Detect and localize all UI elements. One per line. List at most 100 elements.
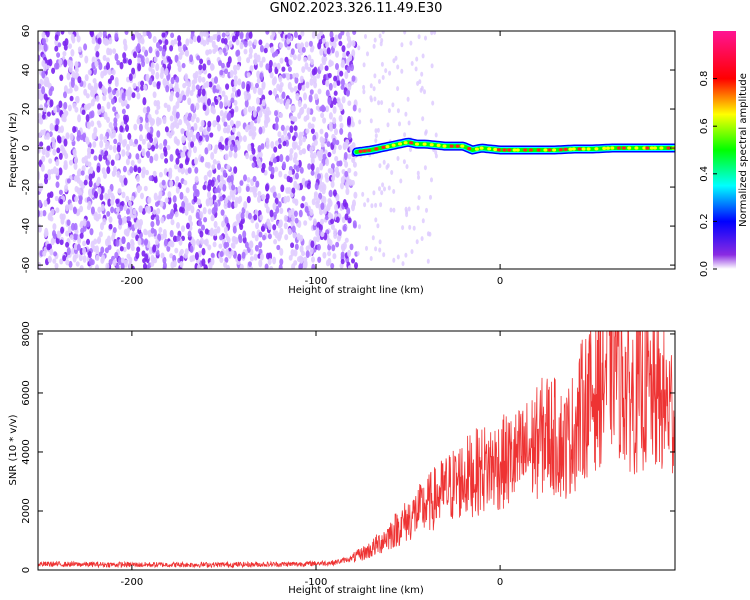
noise-cell xyxy=(143,262,147,269)
noise-cell xyxy=(222,184,227,192)
signal-hotspot xyxy=(358,149,363,153)
noise-cell xyxy=(114,53,119,61)
noise-cell xyxy=(52,233,57,240)
noise-cell xyxy=(141,208,146,215)
noise-cell xyxy=(105,262,110,269)
noise-cell xyxy=(66,247,71,256)
noise-cell xyxy=(256,70,261,79)
noise-cell xyxy=(57,42,62,48)
noise-cell xyxy=(228,150,233,158)
spectrogram-noise xyxy=(38,31,438,269)
noise-cell xyxy=(341,45,346,53)
noise-cell xyxy=(126,215,131,222)
noise-cell xyxy=(274,110,278,117)
noise-cell xyxy=(342,51,347,59)
noise-cell xyxy=(378,247,382,253)
noise-cell xyxy=(229,143,234,152)
noise-cell xyxy=(123,204,128,211)
noise-cell xyxy=(145,169,149,176)
noise-cell xyxy=(152,209,157,215)
noise-cell xyxy=(351,258,355,264)
noise-cell xyxy=(136,118,141,125)
noise-cell xyxy=(106,166,111,175)
noise-cell xyxy=(318,192,323,200)
noise-cell xyxy=(314,182,319,191)
noise-cell xyxy=(310,156,315,165)
noise-cell xyxy=(168,167,173,175)
noise-cell xyxy=(317,88,322,95)
noise-cell xyxy=(55,167,60,177)
noise-cell xyxy=(278,84,283,93)
noise-cell xyxy=(371,235,375,241)
noise-cell xyxy=(103,135,108,144)
noise-cell xyxy=(59,258,64,265)
noise-cell xyxy=(305,128,310,134)
noise-cell xyxy=(88,179,93,188)
noise-cell xyxy=(78,195,83,202)
noise-cell xyxy=(270,46,275,54)
noise-cell xyxy=(306,107,311,115)
noise-cell xyxy=(148,66,153,72)
noise-cell xyxy=(423,89,426,95)
noise-cell xyxy=(231,86,236,93)
noise-cell xyxy=(303,103,308,109)
noise-cell xyxy=(156,207,161,215)
noise-cell xyxy=(252,86,257,94)
noise-cell xyxy=(161,32,166,38)
noise-cell xyxy=(223,201,228,210)
noise-cell xyxy=(49,122,54,132)
noise-cell xyxy=(303,220,308,226)
noise-cell xyxy=(202,128,207,136)
noise-cell xyxy=(219,69,224,76)
noise-cell xyxy=(179,248,184,255)
noise-cell xyxy=(320,141,325,148)
noise-cell xyxy=(279,57,284,64)
signal-hotspot xyxy=(581,147,586,151)
noise-cell xyxy=(331,244,336,252)
noise-cell xyxy=(119,61,124,70)
spectrogram-y-tick-label: -40 xyxy=(21,218,32,234)
signal-hotspot xyxy=(385,145,390,149)
noise-cell xyxy=(144,49,149,57)
noise-cell xyxy=(239,33,244,40)
noise-cell xyxy=(132,82,137,89)
noise-cell xyxy=(59,198,64,205)
noise-cell xyxy=(402,159,406,165)
noise-cell xyxy=(137,166,142,174)
noise-cell xyxy=(259,72,264,81)
noise-cell xyxy=(316,33,321,40)
noise-cell xyxy=(362,62,366,68)
noise-cell xyxy=(121,191,126,199)
noise-cell xyxy=(190,103,195,112)
noise-cell xyxy=(152,244,157,253)
noise-cell xyxy=(203,174,208,182)
noise-cell xyxy=(98,153,103,162)
noise-cell xyxy=(112,144,117,153)
noise-cell xyxy=(404,206,408,212)
noise-cell xyxy=(274,140,279,147)
noise-cell xyxy=(212,120,217,128)
noise-cell xyxy=(223,38,228,45)
noise-cell xyxy=(113,117,118,124)
noise-cell xyxy=(297,100,302,108)
noise-cell xyxy=(95,51,100,58)
snr-y-tick-label: 2000 xyxy=(21,498,32,523)
noise-cell xyxy=(244,93,249,101)
noise-cell xyxy=(308,94,313,103)
noise-cell xyxy=(92,78,97,84)
noise-cell xyxy=(140,192,144,200)
noise-cell xyxy=(182,82,187,89)
noise-cell xyxy=(248,40,253,47)
noise-cell xyxy=(203,264,208,269)
snr-x-axis-label: Height of straight line (km) xyxy=(288,585,424,596)
noise-cell xyxy=(64,184,69,193)
noise-cell xyxy=(246,72,251,78)
noise-cell xyxy=(155,50,160,58)
noise-cell xyxy=(74,61,79,68)
noise-cell xyxy=(149,155,154,164)
noise-cell xyxy=(219,257,224,263)
noise-cell xyxy=(257,190,262,197)
noise-cell xyxy=(163,58,167,65)
noise-cell xyxy=(118,133,123,141)
noise-cell xyxy=(226,264,230,269)
